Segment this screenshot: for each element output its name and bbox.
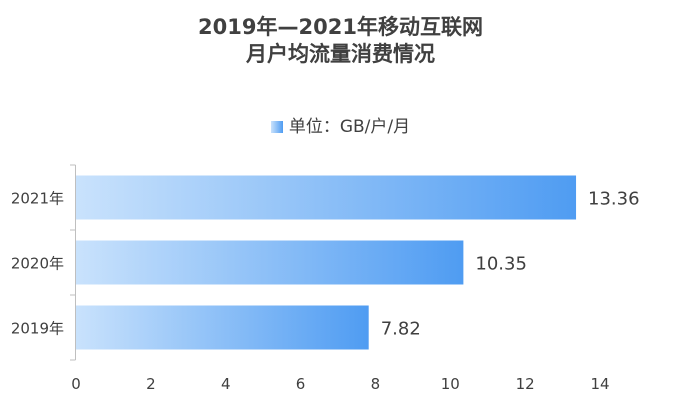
- data-label: 7.82: [381, 319, 421, 340]
- chart-title-line-2: 月户均流量消费情况: [246, 42, 435, 66]
- x-tick-label: 12: [516, 375, 535, 393]
- legend-label: 单位：GB/户/月: [288, 117, 411, 137]
- chart-title-line-1: 2019年—2021年移动互联网: [198, 15, 483, 39]
- category-label: 2021年: [11, 190, 64, 208]
- data-label: 13.36: [588, 189, 640, 210]
- bar: [76, 175, 577, 220]
- bar: [76, 240, 464, 285]
- x-tick-label: 10: [441, 375, 460, 393]
- x-tick-label: 6: [296, 375, 306, 393]
- x-tick-label: 2: [146, 375, 156, 393]
- bar: [76, 305, 369, 350]
- category-label: 2020年: [11, 255, 64, 273]
- legend-swatch: [270, 121, 283, 133]
- x-tick-label: 8: [371, 375, 381, 393]
- category-label: 2019年: [11, 320, 64, 338]
- x-tick-label: 4: [221, 375, 231, 393]
- x-tick-label: 0: [71, 375, 81, 393]
- data-label: 10.35: [475, 254, 527, 275]
- x-tick-label: 14: [590, 375, 609, 393]
- chart-title: 2019年—2021年移动互联网 月户均流量消费情况: [0, 14, 681, 68]
- legend: 单位：GB/户/月: [0, 112, 681, 137]
